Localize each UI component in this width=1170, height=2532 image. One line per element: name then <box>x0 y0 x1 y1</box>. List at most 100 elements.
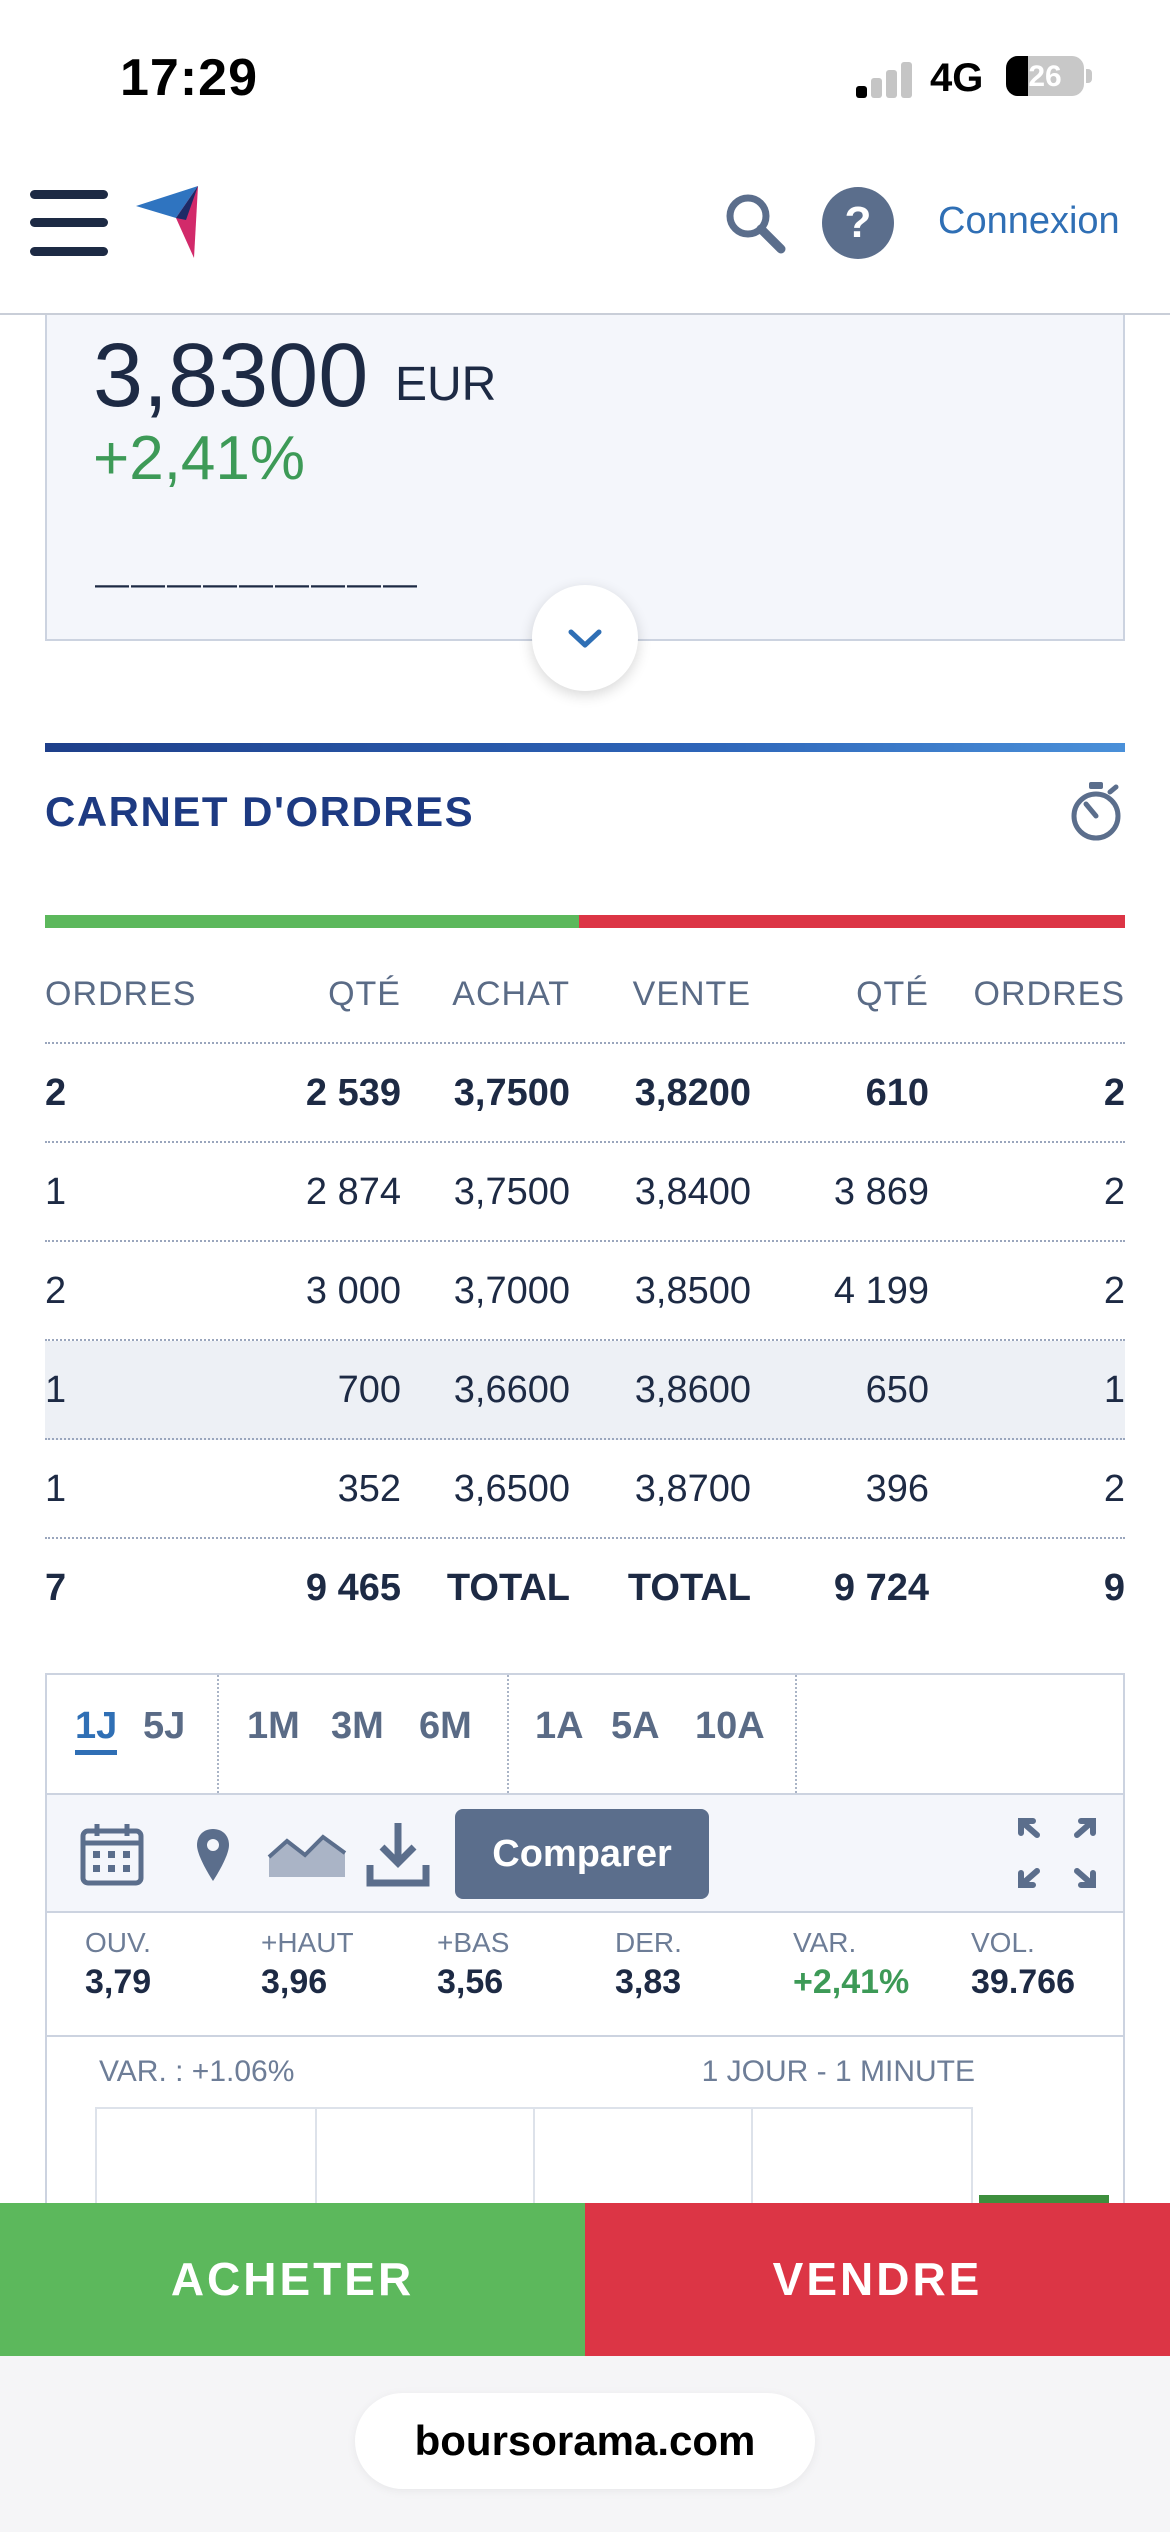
cell-buy-orders: 1 <box>45 1369 67 1411</box>
sell-button[interactable]: VENDRE <box>585 2203 1170 2356</box>
cell-buy-orders: 1 <box>45 1171 67 1213</box>
cell-bid: 3,7000 <box>453 1270 570 1312</box>
period-selector: 1J 5J 1M 3M 6M 1A 5A 10A <box>47 1675 1123 1795</box>
cell-bid: 3,6600 <box>453 1369 570 1411</box>
stat-label: DER. <box>615 1927 682 1958</box>
table-row: 1 2 874 3,7500 3,8400 3 869 2 <box>45 1143 1125 1242</box>
clipped-text: ————————— <box>95 565 419 603</box>
cell-sell-orders: 2 <box>1103 1270 1125 1312</box>
stat-value: 39.766 <box>971 1963 1075 2001</box>
stat-value: 3,96 <box>261 1963 328 2001</box>
period-group-months: 1M 3M 6M <box>219 1675 509 1793</box>
cell-sell-qty: 396 <box>865 1468 929 1510</box>
cell-ask: 3,8600 <box>634 1369 751 1411</box>
period-group-short: 1J 5J <box>47 1675 219 1793</box>
cell-buy-qty: 2 539 <box>305 1072 401 1114</box>
cell-sell-qty: 3 869 <box>833 1171 929 1213</box>
period-tab-1j[interactable]: 1J <box>75 1705 118 1755</box>
cell-ask: 3,8500 <box>634 1270 751 1312</box>
area-chart-icon[interactable] <box>267 1829 347 1879</box>
calendar-icon[interactable] <box>79 1821 145 1887</box>
stopwatch-icon[interactable] <box>1068 780 1124 842</box>
cell-sell-orders: 1 <box>1103 1369 1125 1411</box>
network-type: 4G <box>930 56 984 100</box>
graph-variation: VAR. : +1.06% <box>99 2055 295 2088</box>
fullscreen-icon[interactable] <box>1015 1815 1099 1891</box>
cell-sell-qty: 4 199 <box>833 1270 929 1312</box>
browser-bottom-bar: boursorama.com <box>0 2356 1170 2532</box>
stat-open: OUV. 3,79 <box>85 1927 151 2002</box>
cell-ask: 3,8400 <box>634 1171 751 1213</box>
period-tab-10a[interactable]: 10A <box>695 1705 765 1747</box>
cell-buy-orders: 2 <box>45 1072 67 1114</box>
expand-quote-button[interactable] <box>532 585 638 691</box>
chart-widget: 1J 5J 1M 3M 6M 1A 5A 10A <box>45 1673 1125 2233</box>
total-ask-label: TOTAL <box>627 1567 751 1609</box>
buy-ratio-segment <box>45 915 579 928</box>
battery-level: 26 <box>1028 60 1062 93</box>
buy-button[interactable]: ACHETER <box>0 2203 585 2356</box>
period-tab-5a[interactable]: 5A <box>611 1705 660 1747</box>
compare-button[interactable]: Comparer <box>455 1809 709 1899</box>
cell-ask: 3,8200 <box>634 1072 751 1114</box>
graph-period-label: 1 JOUR - 1 MINUTE <box>701 2055 975 2088</box>
order-book-table: ORDRES QTÉ ACHAT VENTE QTÉ ORDRES 2 2 53… <box>45 945 1125 1638</box>
price-graph <box>95 2107 973 2231</box>
table-row-highlighted: 1 700 3,6600 3,8600 650 1 <box>45 1341 1125 1440</box>
table-row: 2 3 000 3,7000 3,8500 4 199 2 <box>45 1242 1125 1341</box>
column-header-buy-orders: ORDRES <box>45 975 197 1013</box>
cell-ask: 3,8700 <box>634 1468 751 1510</box>
column-header-buy-qty: QTÉ <box>328 975 401 1013</box>
stat-value: 3,56 <box>437 1963 504 2001</box>
stat-value: 3,79 <box>85 1963 152 2001</box>
search-icon[interactable] <box>724 192 786 254</box>
cell-bid: 3,7500 <box>453 1072 570 1114</box>
table-row: 2 2 539 3,7500 3,8200 610 2 <box>45 1044 1125 1143</box>
app-header: ? Connexion <box>0 150 1170 315</box>
cell-buy-orders: 1 <box>45 1468 67 1510</box>
sell-ratio-segment <box>579 915 1125 928</box>
stat-label: +HAUT <box>261 1927 354 1958</box>
cell-buy-qty: 700 <box>337 1369 401 1411</box>
period-tab-1a[interactable]: 1A <box>535 1705 584 1747</box>
login-link[interactable]: Connexion <box>938 200 1120 242</box>
cell-sell-qty: 610 <box>865 1072 929 1114</box>
quote-stats: OUV. 3,79 +HAUT 3,96 +BAS 3,56 DER. 3,83… <box>47 1913 1123 2037</box>
period-tab-5j[interactable]: 5J <box>143 1705 186 1747</box>
cell-buy-orders: 2 <box>45 1270 67 1312</box>
price-variation: +2,41% <box>93 424 306 493</box>
hamburger-menu-icon[interactable] <box>30 190 108 256</box>
period-group-years: 1A 5A 10A <box>509 1675 797 1793</box>
cell-sell-qty: 650 <box>865 1369 929 1411</box>
help-icon[interactable]: ? <box>822 187 894 259</box>
logo-icon[interactable] <box>136 180 206 260</box>
download-icon[interactable] <box>365 1819 431 1889</box>
period-tab-6m[interactable]: 6M <box>419 1705 472 1747</box>
signal-icon <box>856 58 916 98</box>
period-tab-1m[interactable]: 1M <box>247 1705 300 1747</box>
column-header-ask: VENTE <box>632 975 751 1013</box>
cell-sell-orders: 2 <box>1103 1171 1125 1213</box>
stat-label: OUV. <box>85 1927 151 1958</box>
order-book-title: CARNET D'ORDRES <box>45 788 475 835</box>
period-tab-3m[interactable]: 3M <box>331 1705 384 1747</box>
status-bar: 17:29 4G 26 <box>0 0 1170 150</box>
cell-bid: 3,6500 <box>453 1468 570 1510</box>
battery-cap <box>1086 69 1092 83</box>
stat-variation: VAR. +2,41% <box>793 1927 909 2002</box>
cell-buy-qty: 3 000 <box>305 1270 401 1312</box>
cell-sell-orders: 2 <box>1103 1468 1125 1510</box>
map-pin-icon[interactable] <box>193 1825 233 1885</box>
battery-icon: 26 <box>1006 56 1084 96</box>
total-buy-qty: 9 465 <box>305 1567 401 1609</box>
cell-bid: 3,7500 <box>453 1171 570 1213</box>
table-row: 1 352 3,6500 3,8700 396 2 <box>45 1440 1125 1539</box>
column-header-sell-orders: ORDRES <box>973 975 1125 1013</box>
chevron-down-icon <box>568 629 602 648</box>
stat-value: +2,41% <box>793 1963 910 2001</box>
total-buy-orders: 7 <box>45 1567 67 1609</box>
address-bar[interactable]: boursorama.com <box>355 2393 815 2489</box>
table-total-row: 7 9 465 TOTAL TOTAL 9 724 9 <box>45 1539 1125 1638</box>
cell-buy-qty: 2 874 <box>305 1171 401 1213</box>
total-bid-label: TOTAL <box>446 1567 570 1609</box>
